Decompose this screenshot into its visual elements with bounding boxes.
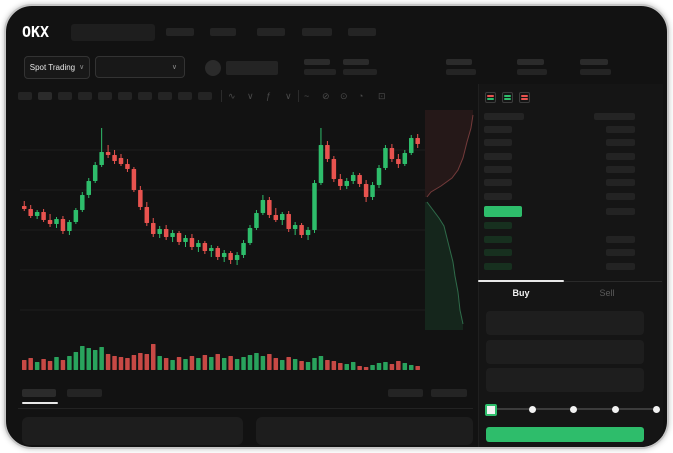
candlestick-chart[interactable] xyxy=(20,110,425,335)
camera-icon[interactable]: ⊙ xyxy=(340,91,348,101)
bottom-tab-skeleton[interactable] xyxy=(22,389,56,397)
ask-row-price-skeleton[interactable] xyxy=(484,126,512,133)
bid-row-price-skeleton[interactable] xyxy=(484,235,512,243)
ask-row-amount-skeleton xyxy=(606,165,635,173)
ask-row-price-skeleton[interactable] xyxy=(484,139,512,147)
bottom-divider xyxy=(18,408,473,409)
nav-item-skeleton[interactable] xyxy=(210,28,236,36)
total-input-skeleton[interactable] xyxy=(486,368,644,392)
chart-style-icon[interactable]: ∿ xyxy=(228,91,236,101)
ask-row-amount-skeleton xyxy=(606,179,635,187)
bid-row-amount-skeleton xyxy=(606,235,635,243)
okx-logo: OKX xyxy=(22,23,50,41)
indicators-icon[interactable]: ƒ xyxy=(266,91,272,101)
trend-line-icon[interactable]: ~ xyxy=(304,91,310,101)
ask-row-amount-skeleton xyxy=(606,152,635,160)
stat-value-skeleton xyxy=(343,69,377,75)
tabs-divider xyxy=(478,281,662,282)
nav-item-skeleton[interactable] xyxy=(302,28,332,36)
buy-submit-button[interactable] xyxy=(486,427,644,442)
bottom-action-skeleton[interactable] xyxy=(431,389,467,397)
last-price-highlight[interactable] xyxy=(484,206,522,217)
nav-item-skeleton[interactable] xyxy=(166,28,194,36)
orderbook-col-header-skeleton xyxy=(484,113,524,120)
nav-item-skeleton[interactable] xyxy=(348,28,376,36)
tab-sell[interactable]: Sell xyxy=(599,288,615,298)
interval-button-skeleton[interactable] xyxy=(158,92,172,100)
ask-row-price-skeleton[interactable] xyxy=(484,152,512,160)
interval-button-skeleton[interactable] xyxy=(198,92,212,100)
stat-value-skeleton xyxy=(446,69,476,75)
interval-button-skeleton[interactable] xyxy=(98,92,112,100)
history-icon[interactable]: ◔ xyxy=(358,91,364,101)
price-input-skeleton[interactable] xyxy=(486,311,644,335)
last-price-amount-skeleton xyxy=(606,208,635,215)
orderbook-col-header-skeleton xyxy=(594,113,635,120)
ask-row-amount-skeleton xyxy=(606,126,635,133)
chevron-down-icon: ∨ xyxy=(171,63,177,71)
bid-row-price-skeleton[interactable] xyxy=(484,222,512,229)
ask-row-amount-skeleton xyxy=(606,139,635,147)
pair-name-skeleton xyxy=(226,61,278,75)
bid-row-price-skeleton[interactable] xyxy=(484,262,512,270)
stat-value-skeleton xyxy=(580,69,611,75)
toolbar-divider xyxy=(298,90,299,102)
chevron-down-icon[interactable]: ∨ xyxy=(247,91,254,101)
ask-row-price-skeleton[interactable] xyxy=(484,179,512,187)
bottom-panel-skeleton xyxy=(256,417,473,445)
slider-handle[interactable] xyxy=(485,404,497,416)
volume-chart xyxy=(22,344,420,370)
interval-button-skeleton[interactable] xyxy=(118,92,132,100)
depth-chart xyxy=(425,110,474,330)
bottom-tab-skeleton[interactable] xyxy=(67,389,102,397)
tab-buy[interactable]: Buy xyxy=(512,288,530,298)
bottom-tab-indicator xyxy=(22,402,58,404)
app-window: OKX Spot Trading ∨ ∨ Buy Sell xyxy=(4,4,669,449)
book-both-sides-icon[interactable] xyxy=(485,92,496,103)
ask-row-price-skeleton[interactable] xyxy=(484,192,512,200)
slider-step-dot[interactable] xyxy=(611,406,619,413)
pair-select[interactable]: ∨ xyxy=(95,56,185,78)
ask-row-amount-skeleton xyxy=(606,192,635,200)
amount-input-skeleton[interactable] xyxy=(486,340,644,364)
stat-label-skeleton xyxy=(304,59,330,65)
slider-step-dot[interactable] xyxy=(570,406,577,413)
toolbar-divider xyxy=(221,90,222,102)
bottom-action-skeleton[interactable] xyxy=(388,389,423,397)
interval-button-skeleton[interactable] xyxy=(138,92,152,100)
buy-tab-indicator xyxy=(478,280,564,282)
stat-value-skeleton xyxy=(304,69,336,75)
bid-row-amount-skeleton xyxy=(606,249,635,256)
token-avatar xyxy=(205,60,221,76)
interval-button-skeleton[interactable] xyxy=(18,92,32,100)
interval-button-skeleton[interactable] xyxy=(178,92,192,100)
slider-step-dot[interactable] xyxy=(653,406,660,413)
interval-button-skeleton[interactable] xyxy=(78,92,92,100)
nav-item-skeleton[interactable] xyxy=(257,28,285,36)
bid-row-amount-skeleton xyxy=(606,262,635,270)
chevron-down-icon[interactable]: ∨ xyxy=(285,91,292,101)
stat-label-skeleton xyxy=(343,59,369,65)
fullscreen-icon[interactable]: ⊡ xyxy=(378,91,386,101)
interval-button-skeleton[interactable] xyxy=(38,92,52,100)
search-input[interactable] xyxy=(71,24,155,41)
chevron-down-icon: ∨ xyxy=(79,64,85,71)
stat-label-skeleton xyxy=(517,59,544,65)
ask-row-price-skeleton[interactable] xyxy=(484,165,512,173)
stat-value-skeleton xyxy=(517,69,547,75)
stat-label-skeleton xyxy=(580,59,608,65)
bid-row-price-skeleton[interactable] xyxy=(484,249,512,256)
slider-step-dot[interactable] xyxy=(528,406,536,413)
book-asks-only-icon[interactable] xyxy=(519,92,530,103)
stat-label-skeleton xyxy=(446,59,472,65)
interval-button-skeleton[interactable] xyxy=(58,92,72,100)
draw-icon[interactable]: ⊘ xyxy=(322,91,330,101)
book-bids-only-icon[interactable] xyxy=(502,92,513,103)
bottom-panel-skeleton xyxy=(22,417,243,445)
spot-trading-label: Spot Trading xyxy=(29,63,76,72)
spot-trading-dropdown[interactable]: Spot Trading ∨ xyxy=(24,56,90,79)
